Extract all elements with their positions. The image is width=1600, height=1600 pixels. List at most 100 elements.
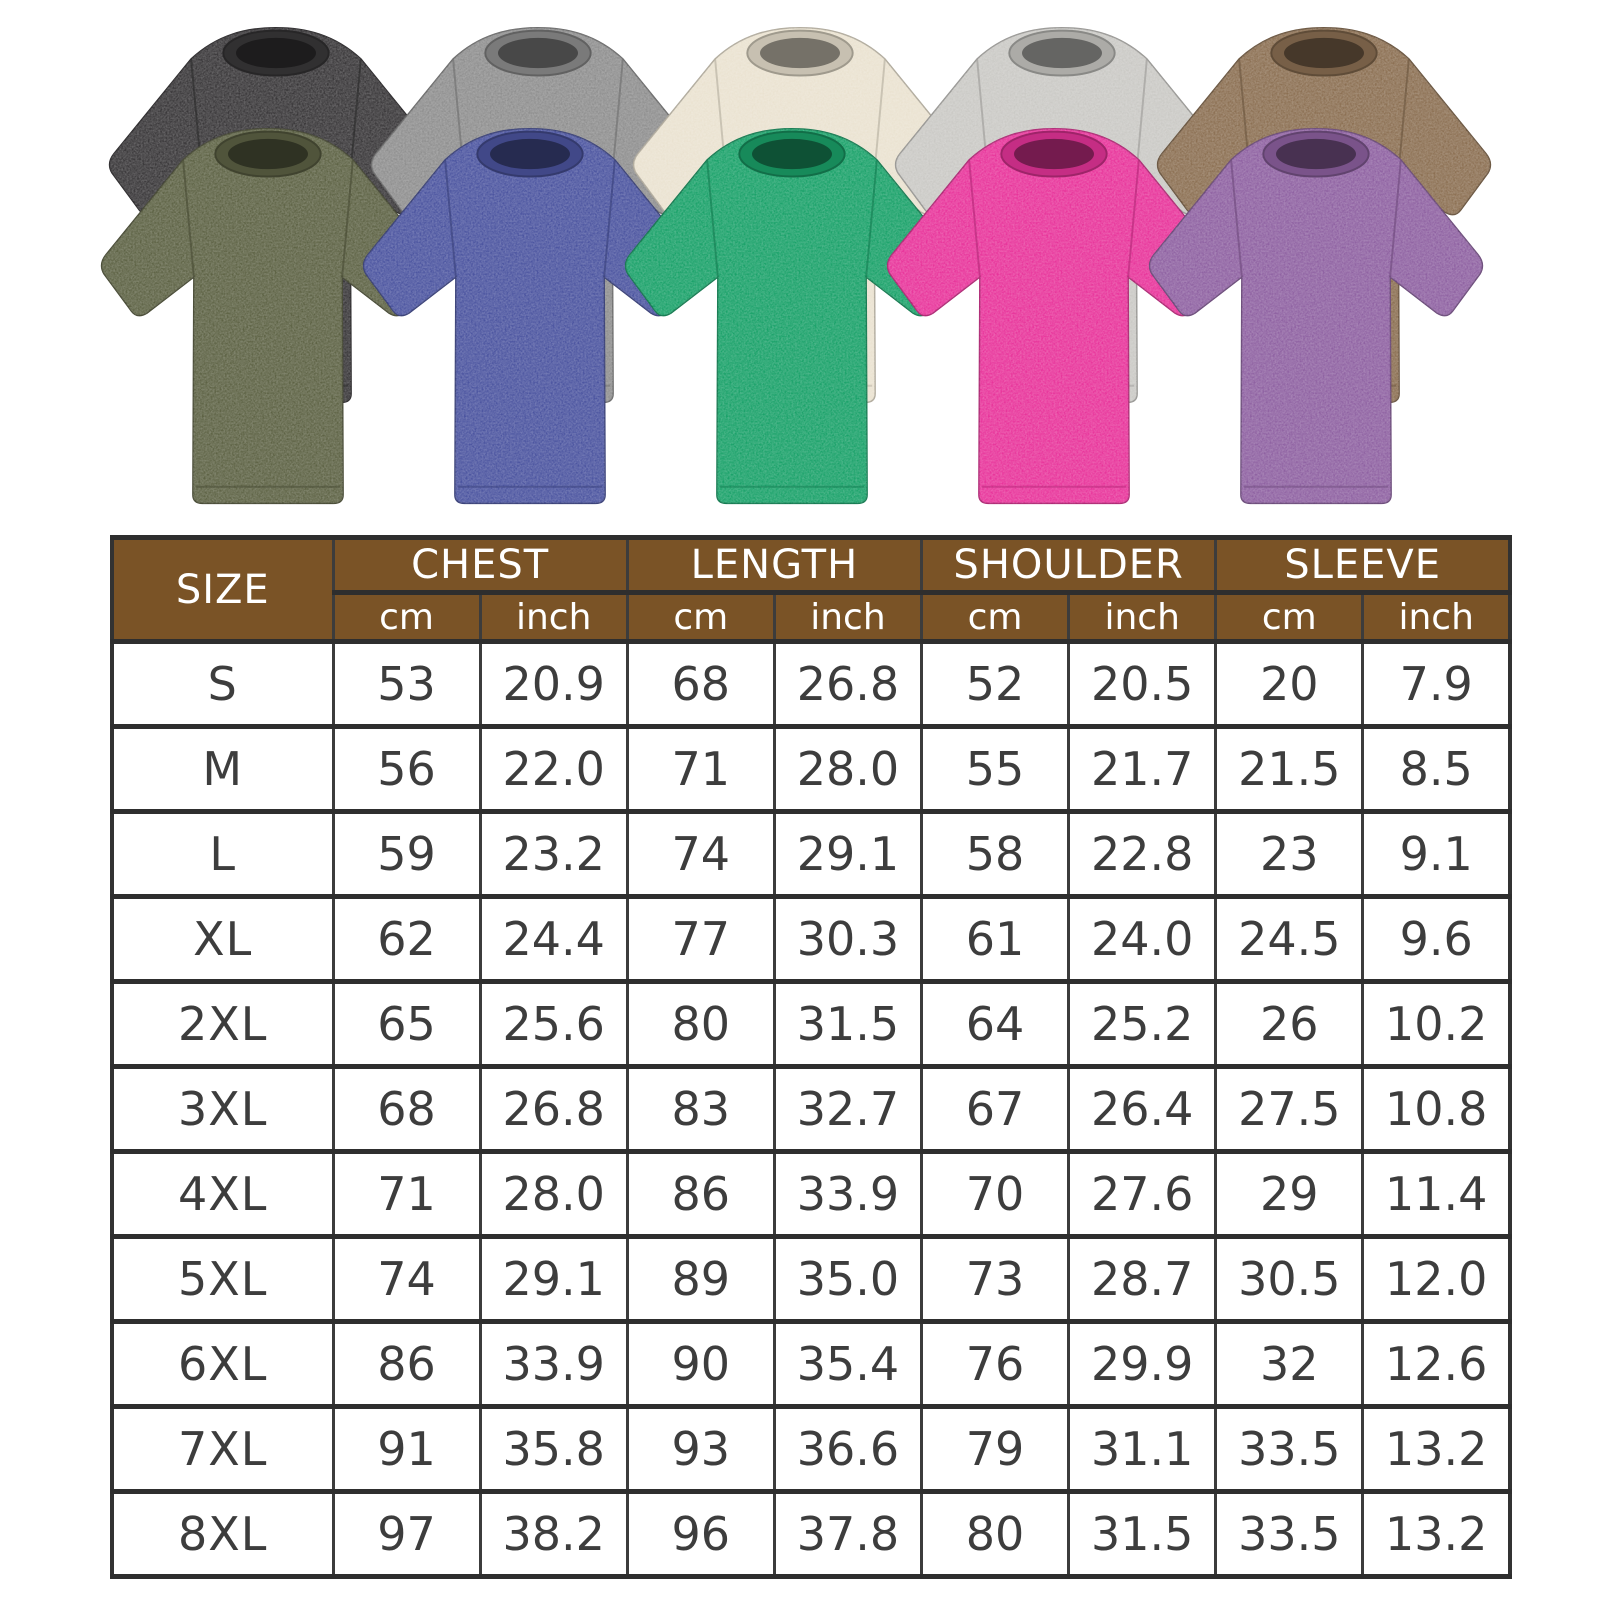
unit-header-inch: inch <box>772 590 924 644</box>
cell: 12.6 <box>1361 1319 1512 1409</box>
cell: 28.0 <box>478 1149 629 1239</box>
cell: 65 <box>331 979 482 1069</box>
cell: 28.7 <box>1067 1234 1218 1324</box>
cell: 33.5 <box>1214 1489 1365 1579</box>
unit-header-cm: cm <box>625 590 776 644</box>
cell: 55 <box>919 724 1071 814</box>
cell: 20.5 <box>1067 639 1218 729</box>
cell: 24.5 <box>1214 894 1365 984</box>
table-row: 3XL 68 26.8 83 32.7 67 26.4 27.5 10.8 <box>110 1064 1512 1154</box>
cell: 29.9 <box>1067 1319 1218 1409</box>
cell: 21.7 <box>1067 724 1218 814</box>
cell: 71 <box>331 1149 482 1239</box>
unit-header-cm: cm <box>1214 590 1365 644</box>
size-cell: XL <box>110 894 335 984</box>
cell: 53 <box>331 639 482 729</box>
cell: 33.9 <box>772 1149 924 1239</box>
cell: 91 <box>331 1404 482 1494</box>
size-column-header: SIZE <box>110 535 335 644</box>
size-cell: 6XL <box>110 1319 335 1409</box>
size-cell: L <box>110 809 335 899</box>
cell: 31.5 <box>772 979 924 1069</box>
col-header-shoulder: SHOULDER <box>919 535 1218 595</box>
cell: 32 <box>1214 1319 1365 1409</box>
unit-header-cm: cm <box>331 590 482 644</box>
header-group-row: SIZE CHEST LENGTH SHOULDER SLEEVE <box>110 535 1512 644</box>
table-row: M 56 22.0 71 28.0 55 21.7 21.5 8.5 <box>110 724 1512 814</box>
tee-green <box>616 116 968 518</box>
cell: 29.1 <box>772 809 924 899</box>
cell: 73 <box>919 1234 1071 1324</box>
table-row: 6XL 86 33.9 90 35.4 76 29.9 32 12.6 <box>110 1319 1512 1409</box>
cell: 59 <box>331 809 482 899</box>
cell: 27.5 <box>1214 1064 1365 1154</box>
cell: 36.6 <box>772 1404 924 1494</box>
cell: 93 <box>625 1404 776 1494</box>
cell: 24.0 <box>1067 894 1218 984</box>
cell: 86 <box>625 1149 776 1239</box>
size-cell: 8XL <box>110 1489 335 1579</box>
cell: 83 <box>625 1064 776 1154</box>
cell: 89 <box>625 1234 776 1324</box>
cell: 90 <box>625 1319 776 1409</box>
cell: 30.5 <box>1214 1234 1365 1324</box>
cell: 38.2 <box>478 1489 629 1579</box>
table-row: 8XL 97 38.2 96 37.8 80 31.5 33.5 13.2 <box>110 1489 1512 1579</box>
cell: 76 <box>919 1319 1071 1409</box>
cell: 31.5 <box>1067 1489 1218 1579</box>
size-cell: 4XL <box>110 1149 335 1239</box>
table-row: 7XL 91 35.8 93 36.6 79 31.1 33.5 13.2 <box>110 1404 1512 1494</box>
cell: 64 <box>919 979 1071 1069</box>
cell: 68 <box>331 1064 482 1154</box>
cell: 77 <box>625 894 776 984</box>
cell: 33.9 <box>478 1319 629 1409</box>
cell: 23 <box>1214 809 1365 899</box>
size-cell: S <box>110 639 335 729</box>
cell: 33.5 <box>1214 1404 1365 1494</box>
cell: 23.2 <box>478 809 629 899</box>
cell: 67 <box>919 1064 1071 1154</box>
tee-rose <box>878 116 1230 518</box>
table-row: XL 62 24.4 77 30.3 61 24.0 24.5 9.6 <box>110 894 1512 984</box>
cell: 20 <box>1214 639 1365 729</box>
cell: 9.6 <box>1361 894 1512 984</box>
cell: 96 <box>625 1489 776 1579</box>
cell: 8.5 <box>1361 724 1512 814</box>
cell: 25.2 <box>1067 979 1218 1069</box>
table-row: 2XL 65 25.6 80 31.5 64 25.2 26 10.2 <box>110 979 1512 1069</box>
size-chart-table: SIZE CHEST LENGTH SHOULDER SLEEVE cm inc… <box>110 535 1512 1579</box>
cell: 35.4 <box>772 1319 924 1409</box>
cell: 22.0 <box>478 724 629 814</box>
cell: 27.6 <box>1067 1149 1218 1239</box>
cell: 52 <box>919 639 1071 729</box>
cell: 31.1 <box>1067 1404 1218 1494</box>
size-cell: 2XL <box>110 979 335 1069</box>
table-row: L 59 23.2 74 29.1 58 22.8 23 9.1 <box>110 809 1512 899</box>
tee-blue <box>354 116 706 518</box>
col-header-sleeve: SLEEVE <box>1214 535 1512 595</box>
cell: 32.7 <box>772 1064 924 1154</box>
unit-header-inch: inch <box>1067 590 1218 644</box>
cell: 71 <box>625 724 776 814</box>
cell: 22.8 <box>1067 809 1218 899</box>
size-chart-header: SIZE CHEST LENGTH SHOULDER SLEEVE cm inc… <box>110 535 1512 644</box>
cell: 26 <box>1214 979 1365 1069</box>
cell: 12.0 <box>1361 1234 1512 1324</box>
cell: 86 <box>331 1319 482 1409</box>
table-row: 5XL 74 29.1 89 35.0 73 28.7 30.5 12.0 <box>110 1234 1512 1324</box>
tee-army-green <box>92 116 444 518</box>
cell: 68 <box>625 639 776 729</box>
unit-header-inch: inch <box>1361 590 1512 644</box>
size-chart-body: S 53 20.9 68 26.8 52 20.5 20 7.9 M 56 22.0 71 28.0 55… <box>110 639 1512 1579</box>
cell: 10.8 <box>1361 1064 1512 1154</box>
cell: 62 <box>331 894 482 984</box>
unit-header-cm: cm <box>919 590 1071 644</box>
tee-purple <box>1140 116 1492 518</box>
cell: 30.3 <box>772 894 924 984</box>
size-cell: 7XL <box>110 1404 335 1494</box>
size-cell: M <box>110 724 335 814</box>
cell: 80 <box>919 1489 1071 1579</box>
cell: 56 <box>331 724 482 814</box>
cell: 26.8 <box>772 639 924 729</box>
